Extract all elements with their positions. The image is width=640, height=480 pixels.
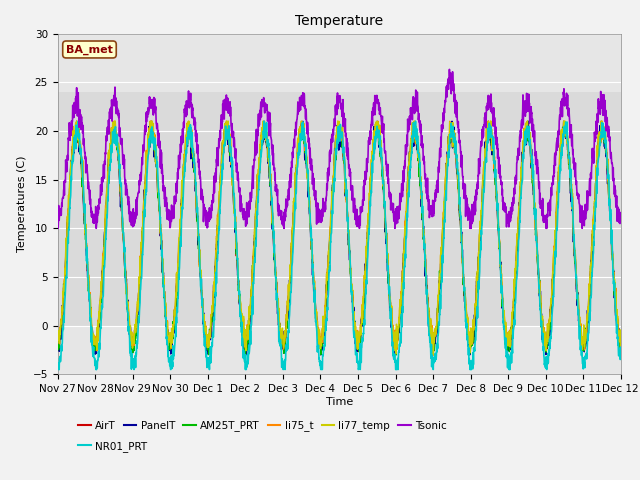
Legend: NR01_PRT: NR01_PRT (74, 437, 151, 456)
Y-axis label: Temperatures (C): Temperatures (C) (17, 156, 27, 252)
X-axis label: Time: Time (326, 397, 353, 407)
Text: BA_met: BA_met (66, 44, 113, 55)
Bar (58, 92, 621, 326)
Title: Temperature: Temperature (295, 14, 383, 28)
